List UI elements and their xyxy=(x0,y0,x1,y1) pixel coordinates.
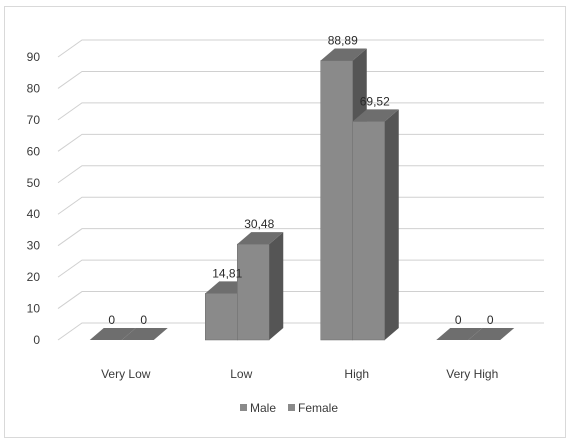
bar-male xyxy=(320,60,353,341)
bar-female xyxy=(352,121,385,341)
gridline xyxy=(57,133,544,152)
bar-female xyxy=(237,243,270,341)
y-tick-label: 60 xyxy=(27,144,41,158)
legend: Male Female xyxy=(240,401,338,415)
bar-top-male xyxy=(320,48,367,61)
chart-frame xyxy=(4,6,566,438)
x-category-label: Very Low xyxy=(101,367,151,381)
bars xyxy=(89,48,515,341)
bar-top-female xyxy=(352,109,399,122)
y-tick-label: 50 xyxy=(27,176,41,190)
y-tick-label: 90 xyxy=(27,50,41,64)
bar-top-female xyxy=(121,328,168,340)
gridline xyxy=(57,196,544,215)
y-tick-label: 10 xyxy=(27,302,41,316)
y-tick-label: 70 xyxy=(27,113,41,127)
gridline xyxy=(57,102,544,121)
data-label: 69,52 xyxy=(360,94,390,108)
bar-side-female xyxy=(269,232,284,340)
gridlines xyxy=(57,39,544,341)
data-label: 0 xyxy=(108,313,115,327)
y-axis-ticks: 0 10 20 30 40 50 60 70 80 90 xyxy=(27,50,41,347)
x-category-label: Low xyxy=(230,367,252,381)
gridline xyxy=(57,39,544,58)
bar-top-female xyxy=(237,232,284,245)
gridline xyxy=(57,70,544,89)
legend-label: Male xyxy=(250,401,276,415)
y-tick-label: 40 xyxy=(27,207,41,221)
bar-top-male xyxy=(436,328,483,340)
data-label: 0 xyxy=(455,313,462,327)
data-label: 0 xyxy=(140,313,147,327)
x-axis-categories: Very Low Low High Very High xyxy=(101,367,498,381)
data-label: 0 xyxy=(487,313,494,327)
y-tick-label: 30 xyxy=(27,239,41,253)
gridline xyxy=(57,165,544,184)
y-tick-label: 0 xyxy=(33,333,40,347)
legend-label: Female xyxy=(298,401,338,415)
y-tick-label: 80 xyxy=(27,81,41,95)
gridline xyxy=(57,259,544,278)
data-label: 30,48 xyxy=(244,217,274,231)
bar-male xyxy=(205,293,238,341)
x-category-label: Very High xyxy=(446,367,498,381)
bar-top-female xyxy=(468,328,515,340)
x-category-label: High xyxy=(344,367,369,381)
bar-side-female xyxy=(384,109,399,340)
legend-swatch xyxy=(288,404,295,411)
data-labels: 0 0 14,81 30,48 88,89 69,52 0 0 xyxy=(108,33,494,327)
gridline xyxy=(57,228,544,247)
data-label: 14,81 xyxy=(212,266,242,280)
gridline xyxy=(57,291,544,309)
data-label: 88,89 xyxy=(328,33,358,47)
y-tick-label: 20 xyxy=(27,270,41,284)
legend-swatch xyxy=(240,404,247,411)
bar-top-male xyxy=(89,328,136,340)
